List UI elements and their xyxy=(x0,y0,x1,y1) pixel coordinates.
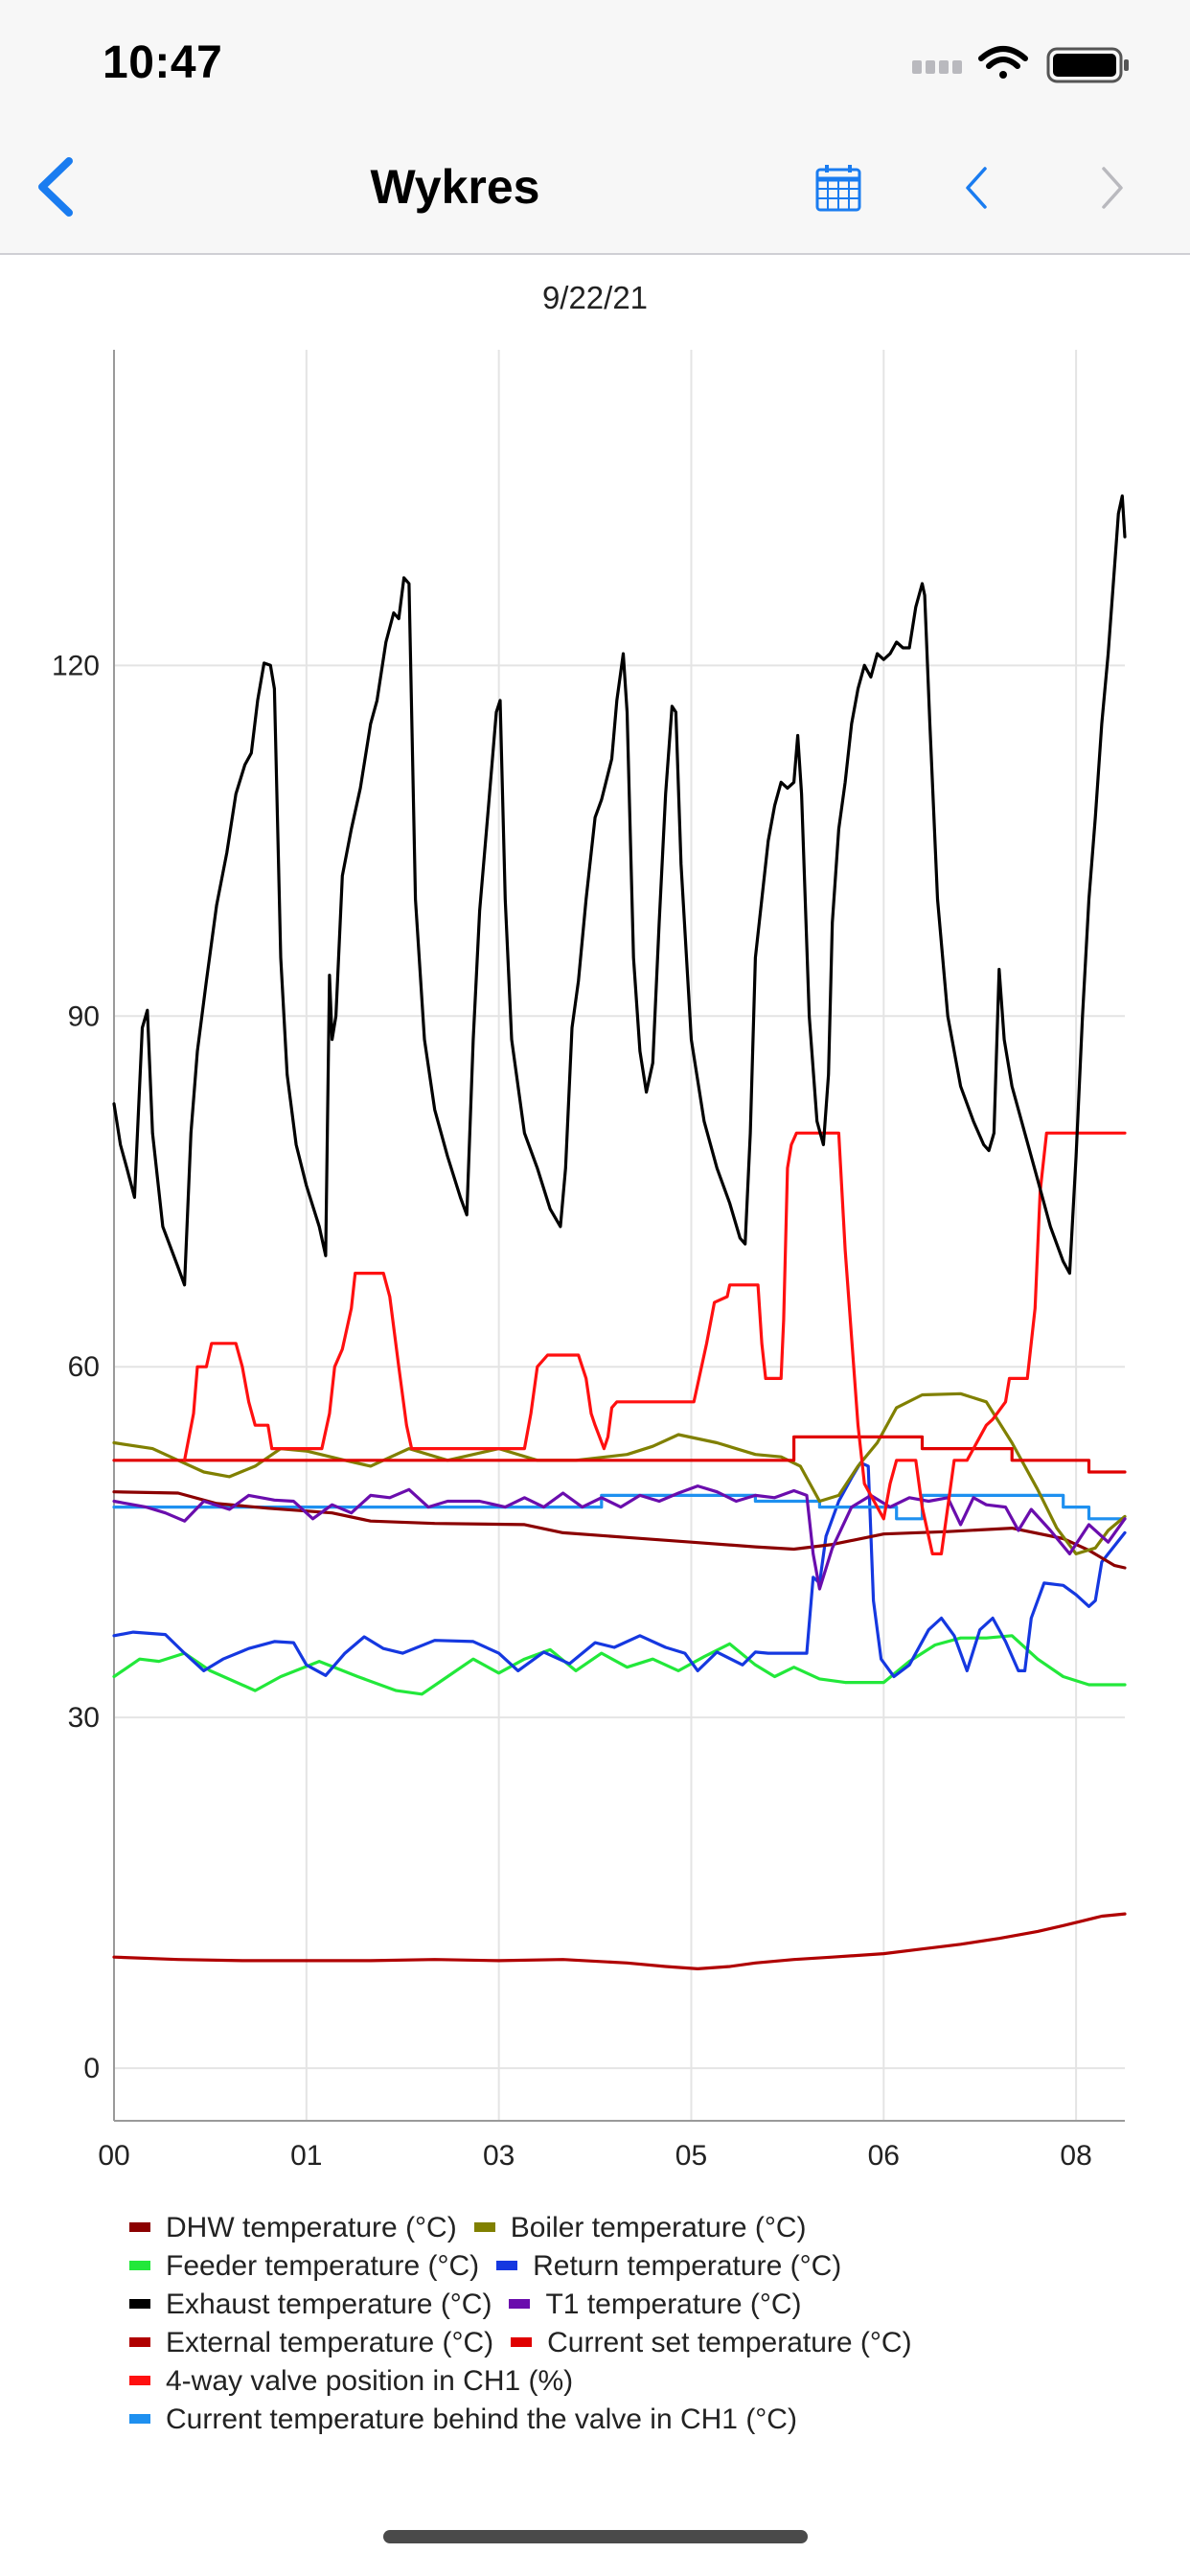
navigation-bar: Wykres xyxy=(0,125,1190,255)
grid xyxy=(114,350,1125,2121)
series-line-8 xyxy=(183,1131,1127,1556)
legend-item-external[interactable]: External temperature (°C) xyxy=(129,2324,493,2362)
axes xyxy=(113,350,1125,2122)
legend-label: Current set temperature (°C) xyxy=(547,2327,912,2358)
legend-item-boiler[interactable]: Boiler temperature (°C) xyxy=(473,2209,807,2247)
home-indicator xyxy=(383,2530,808,2543)
line-chart: 00 01 03 05 06 08 0 30 60 90 120 xyxy=(52,350,1127,2166)
legend-label: Feeder temperature (°C) xyxy=(166,2250,480,2282)
legend-item-set-temperature[interactable]: Current set temperature (°C) xyxy=(511,2324,912,2362)
legend-swatch xyxy=(129,2261,150,2271)
series-line-6 xyxy=(112,1912,1127,1971)
x-tick-label: 05 xyxy=(675,2140,707,2166)
calendar-icon xyxy=(815,165,861,212)
legend-swatch xyxy=(496,2261,518,2271)
legend-label: Exhaust temperature (°C) xyxy=(166,2288,492,2320)
legend-label: 4-way valve position in CH1 (%) xyxy=(166,2365,574,2397)
legend-swatch xyxy=(129,2376,150,2386)
battery-icon xyxy=(1046,47,1129,83)
chevron-left-icon xyxy=(38,157,73,217)
y-tick-label: 0 xyxy=(83,2053,100,2084)
legend-item-exhaust[interactable]: Exhaust temperature (°C) xyxy=(129,2286,492,2324)
y-tick-label: 30 xyxy=(68,1702,100,1734)
series-line-5 xyxy=(112,1484,1127,1591)
legend-swatch xyxy=(129,2299,150,2310)
series-line-3 xyxy=(112,1460,1127,1679)
chart-legend: DHW temperature (°C) Boiler temperature (… xyxy=(129,2209,1145,2439)
series-line-9 xyxy=(112,1493,1127,1521)
chevron-right-icon xyxy=(1102,167,1123,209)
status-bar: 10:47 xyxy=(0,0,1190,125)
x-tick-label: 00 xyxy=(98,2140,129,2166)
legend-item-feeder[interactable]: Feeder temperature (°C) xyxy=(129,2247,479,2286)
legend-label: Current temperature behind the valve in … xyxy=(166,2404,797,2435)
chart-date: 9/22/21 xyxy=(541,280,649,315)
x-tick-label: 03 xyxy=(483,2140,515,2166)
legend-item-t1[interactable]: T1 temperature (°C) xyxy=(509,2286,802,2324)
tick-labels: 00 01 03 05 06 08 0 30 60 90 120 xyxy=(52,650,1092,2166)
legend-item-valve-temperature[interactable]: Current temperature behind the valve in … xyxy=(129,2401,797,2439)
x-tick-label: 08 xyxy=(1060,2140,1091,2166)
x-tick-label: 06 xyxy=(868,2140,900,2166)
series-line-0 xyxy=(112,1490,1127,1570)
chevron-left-icon xyxy=(966,167,987,209)
x-tick-label: 01 xyxy=(290,2140,322,2166)
series-lines xyxy=(112,494,1127,1971)
legend-swatch xyxy=(509,2299,531,2310)
status-time: 10:47 xyxy=(103,37,223,88)
legend-label: Boiler temperature (°C) xyxy=(510,2212,807,2243)
status-icons xyxy=(912,46,1129,83)
y-tick-label: 120 xyxy=(52,650,100,681)
legend-label: T1 temperature (°C) xyxy=(545,2288,802,2320)
wifi-icon xyxy=(978,46,1028,79)
calendar-button[interactable] xyxy=(814,163,862,213)
legend-item-return[interactable]: Return temperature (°C) xyxy=(496,2247,841,2286)
legend-label: DHW temperature (°C) xyxy=(166,2212,457,2243)
legend-swatch xyxy=(129,2337,150,2348)
series-line-7 xyxy=(112,1435,1127,1474)
legend-item-dhw[interactable]: DHW temperature (°C) xyxy=(129,2209,457,2247)
legend-swatch xyxy=(511,2337,533,2348)
legend-swatch xyxy=(129,2414,150,2425)
back-button[interactable] xyxy=(29,153,86,220)
legend-swatch xyxy=(129,2222,150,2233)
y-tick-label: 90 xyxy=(68,1000,100,1032)
page-title: Wykres xyxy=(370,160,540,214)
previous-day-button[interactable] xyxy=(958,163,996,213)
next-day-button[interactable] xyxy=(1092,163,1131,213)
legend-label: External temperature (°C) xyxy=(166,2327,494,2358)
cellular-signal-icon xyxy=(912,60,962,74)
legend-item-valve-position[interactable]: 4-way valve position in CH1 (%) xyxy=(129,2362,573,2401)
legend-swatch xyxy=(473,2222,495,2233)
legend-label: Return temperature (°C) xyxy=(533,2250,842,2282)
y-tick-label: 60 xyxy=(68,1351,100,1383)
series-line-4 xyxy=(112,494,1127,1287)
